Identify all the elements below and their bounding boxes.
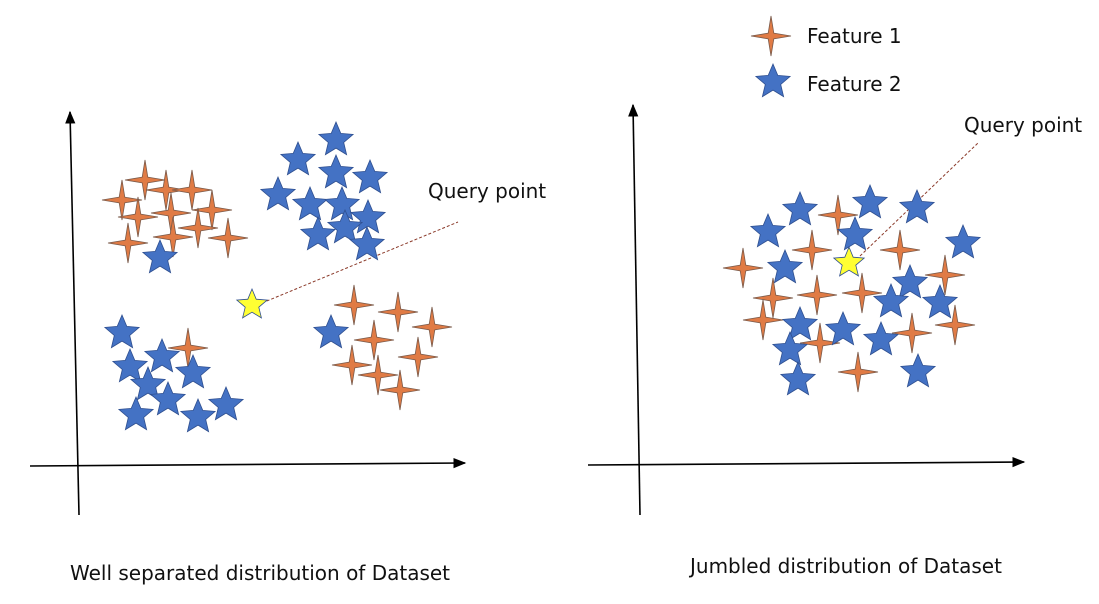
feature-1-point xyxy=(742,299,784,341)
feature-2-point xyxy=(149,380,187,416)
feature-2-point xyxy=(944,223,982,259)
feature-1-point xyxy=(752,277,794,319)
feature-2-point xyxy=(141,238,179,274)
feature-1-point xyxy=(167,327,209,369)
feature-2-point xyxy=(179,397,217,433)
legend-label-feature-2: Feature 2 xyxy=(807,72,902,96)
feature-2-point xyxy=(207,385,245,421)
feature-2-point xyxy=(317,120,355,156)
feature-1-point xyxy=(353,319,395,361)
feature-1-point xyxy=(817,194,859,236)
feature-1-point xyxy=(145,169,187,211)
feature-2-point xyxy=(351,158,389,194)
feature-1-point xyxy=(934,304,976,346)
feature-1-point xyxy=(379,369,421,411)
right-query-label: Query point xyxy=(964,113,1082,137)
feature-2-point xyxy=(851,183,889,219)
feature-1-point xyxy=(891,312,933,354)
feature-2-point xyxy=(921,283,959,319)
feature-1-point xyxy=(924,254,966,296)
legend-feature-1-marker xyxy=(750,15,792,57)
feature-2-point xyxy=(872,282,910,318)
feature-1-point xyxy=(411,306,453,348)
feature-2-point xyxy=(279,140,317,176)
left-query-label: Query point xyxy=(428,179,546,203)
right-y-axis xyxy=(628,103,641,516)
feature-2-point xyxy=(117,395,155,431)
feature-1-point xyxy=(791,229,833,271)
feature-1-point xyxy=(177,207,219,249)
feature-2-point xyxy=(766,248,804,284)
feature-1-point xyxy=(879,229,921,271)
feature-2-point xyxy=(862,320,900,356)
feature-1-point xyxy=(331,344,373,386)
left-y-axis xyxy=(65,110,80,516)
feature-2-point xyxy=(836,215,874,251)
feature-2-point xyxy=(898,188,936,224)
feature-1-point xyxy=(171,169,213,211)
left-data-points xyxy=(101,120,453,433)
feature-2-point xyxy=(259,175,297,211)
feature-1-point xyxy=(333,284,375,326)
feature-2-point xyxy=(312,313,350,349)
right-x-axis xyxy=(587,456,1026,468)
left-panel: Query point Well separated distribution … xyxy=(29,110,546,585)
feature-2-point xyxy=(291,185,329,221)
feature-1-point xyxy=(841,272,883,314)
feature-2-point xyxy=(749,212,787,248)
feature-1-point xyxy=(377,291,419,333)
feature-1-point xyxy=(191,189,233,231)
query-point-marker xyxy=(832,245,866,277)
feature-2-point xyxy=(348,225,386,261)
legend-feature-2-marker xyxy=(754,62,792,98)
left-query-leader xyxy=(261,221,459,304)
feature-2-point xyxy=(323,185,361,221)
feature-2-point xyxy=(779,360,817,396)
feature-1-point xyxy=(117,196,159,238)
feature-1-point xyxy=(357,354,399,396)
feature-2-point xyxy=(899,352,937,388)
feature-1-point xyxy=(796,274,838,316)
feature-2-point xyxy=(326,208,364,244)
legend: Feature 1 Feature 2 xyxy=(750,15,902,98)
feature-1-point xyxy=(124,159,166,201)
feature-1-point xyxy=(837,351,879,393)
feature-2-point xyxy=(103,313,141,349)
feature-2-point xyxy=(771,330,809,366)
feature-2-point xyxy=(143,337,181,373)
right-caption: Jumbled distribution of Dataset xyxy=(688,554,1002,578)
feature-2-point xyxy=(891,263,929,299)
feature-2-point xyxy=(781,305,819,341)
right-data-points xyxy=(722,183,982,396)
feature-2-point xyxy=(174,353,212,389)
feature-1-point xyxy=(152,216,194,258)
legend-label-feature-1: Feature 1 xyxy=(807,24,902,48)
feature-2-point xyxy=(129,365,167,401)
feature-1-point xyxy=(397,336,439,378)
feature-1-point xyxy=(107,222,149,264)
feature-2-point xyxy=(317,153,355,189)
feature-2-point xyxy=(111,347,149,383)
legend-markers xyxy=(750,15,792,98)
feature-1-point xyxy=(799,322,841,364)
left-caption: Well separated distribution of Dataset xyxy=(70,561,450,585)
right-panel: Query point Jumbled distribution of Data… xyxy=(587,103,1082,578)
query-point-marker xyxy=(235,287,269,319)
left-x-axis xyxy=(29,457,467,469)
feature-2-point xyxy=(299,215,337,251)
feature-1-point xyxy=(101,179,143,221)
feature-1-point xyxy=(207,217,249,259)
feature-2-point xyxy=(781,190,819,226)
feature-2-point xyxy=(824,310,862,346)
feature-1-point xyxy=(722,247,764,289)
